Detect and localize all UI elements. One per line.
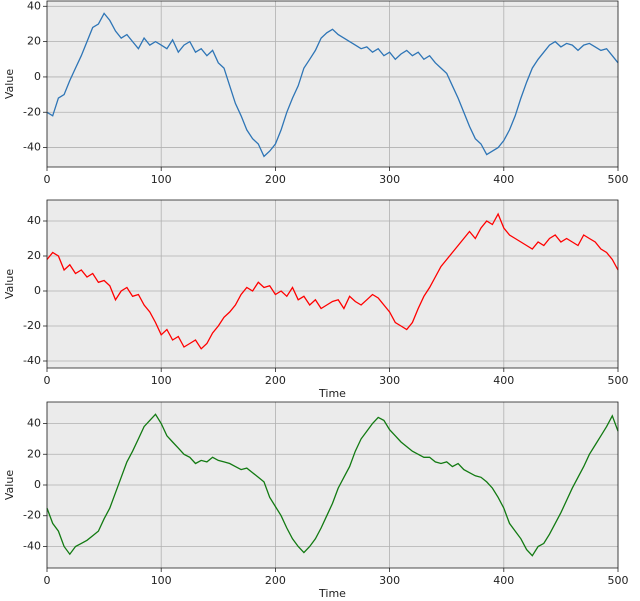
x-tick-label: 100 [151, 173, 172, 186]
y-tick-label: -20 [23, 509, 41, 522]
x-tick-label: 500 [608, 574, 629, 587]
x-tick-label: 200 [265, 574, 286, 587]
y-tick-label: 40 [27, 214, 41, 227]
axes-frame [46, 0, 619, 168]
y-tick-label: 20 [27, 249, 41, 262]
y-tick-label: -40 [23, 354, 41, 367]
x-axis-label: Time [318, 587, 346, 600]
y-tick-label: 20 [27, 35, 41, 48]
axes-frame [46, 199, 619, 369]
x-tick-label: 300 [379, 173, 400, 186]
y-tick-label: 0 [34, 284, 41, 297]
plot-area [47, 1, 618, 167]
x-axis-label: Time [318, 387, 346, 400]
x-tick-label: 400 [493, 574, 514, 587]
x-tick-label: 500 [608, 173, 629, 186]
y-tick-label: -20 [23, 319, 41, 332]
y-tick-label: -40 [23, 539, 41, 552]
data-line [46, 212, 619, 350]
y-axis-label: Value [3, 269, 16, 299]
plot-area [47, 200, 618, 368]
x-tick-label: 300 [379, 574, 400, 587]
y-tick-label: 40 [27, 0, 41, 12]
x-tick-label: 400 [493, 374, 514, 387]
y-tick-label: 0 [34, 478, 41, 491]
x-tick-label: 0 [44, 374, 51, 387]
data-line [46, 413, 619, 557]
x-tick-label: 200 [265, 173, 286, 186]
y-tick-label: -40 [23, 141, 41, 154]
y-tick-label: 40 [27, 417, 41, 430]
y-tick-label: 20 [27, 447, 41, 460]
x-tick-label: 300 [379, 374, 400, 387]
axes-frame [46, 401, 619, 569]
x-tick-label: 0 [44, 574, 51, 587]
x-tick-label: 100 [151, 374, 172, 387]
x-tick-label: 100 [151, 574, 172, 587]
y-axis-label: Value [3, 69, 16, 99]
y-axis-label: Value [3, 470, 16, 500]
x-tick-label: 500 [608, 374, 629, 387]
x-tick-label: 0 [44, 173, 51, 186]
data-line [46, 12, 619, 158]
y-tick-label: 0 [34, 70, 41, 83]
x-tick-label: 200 [265, 374, 286, 387]
x-tick-label: 400 [493, 173, 514, 186]
y-tick-label: -20 [23, 105, 41, 118]
